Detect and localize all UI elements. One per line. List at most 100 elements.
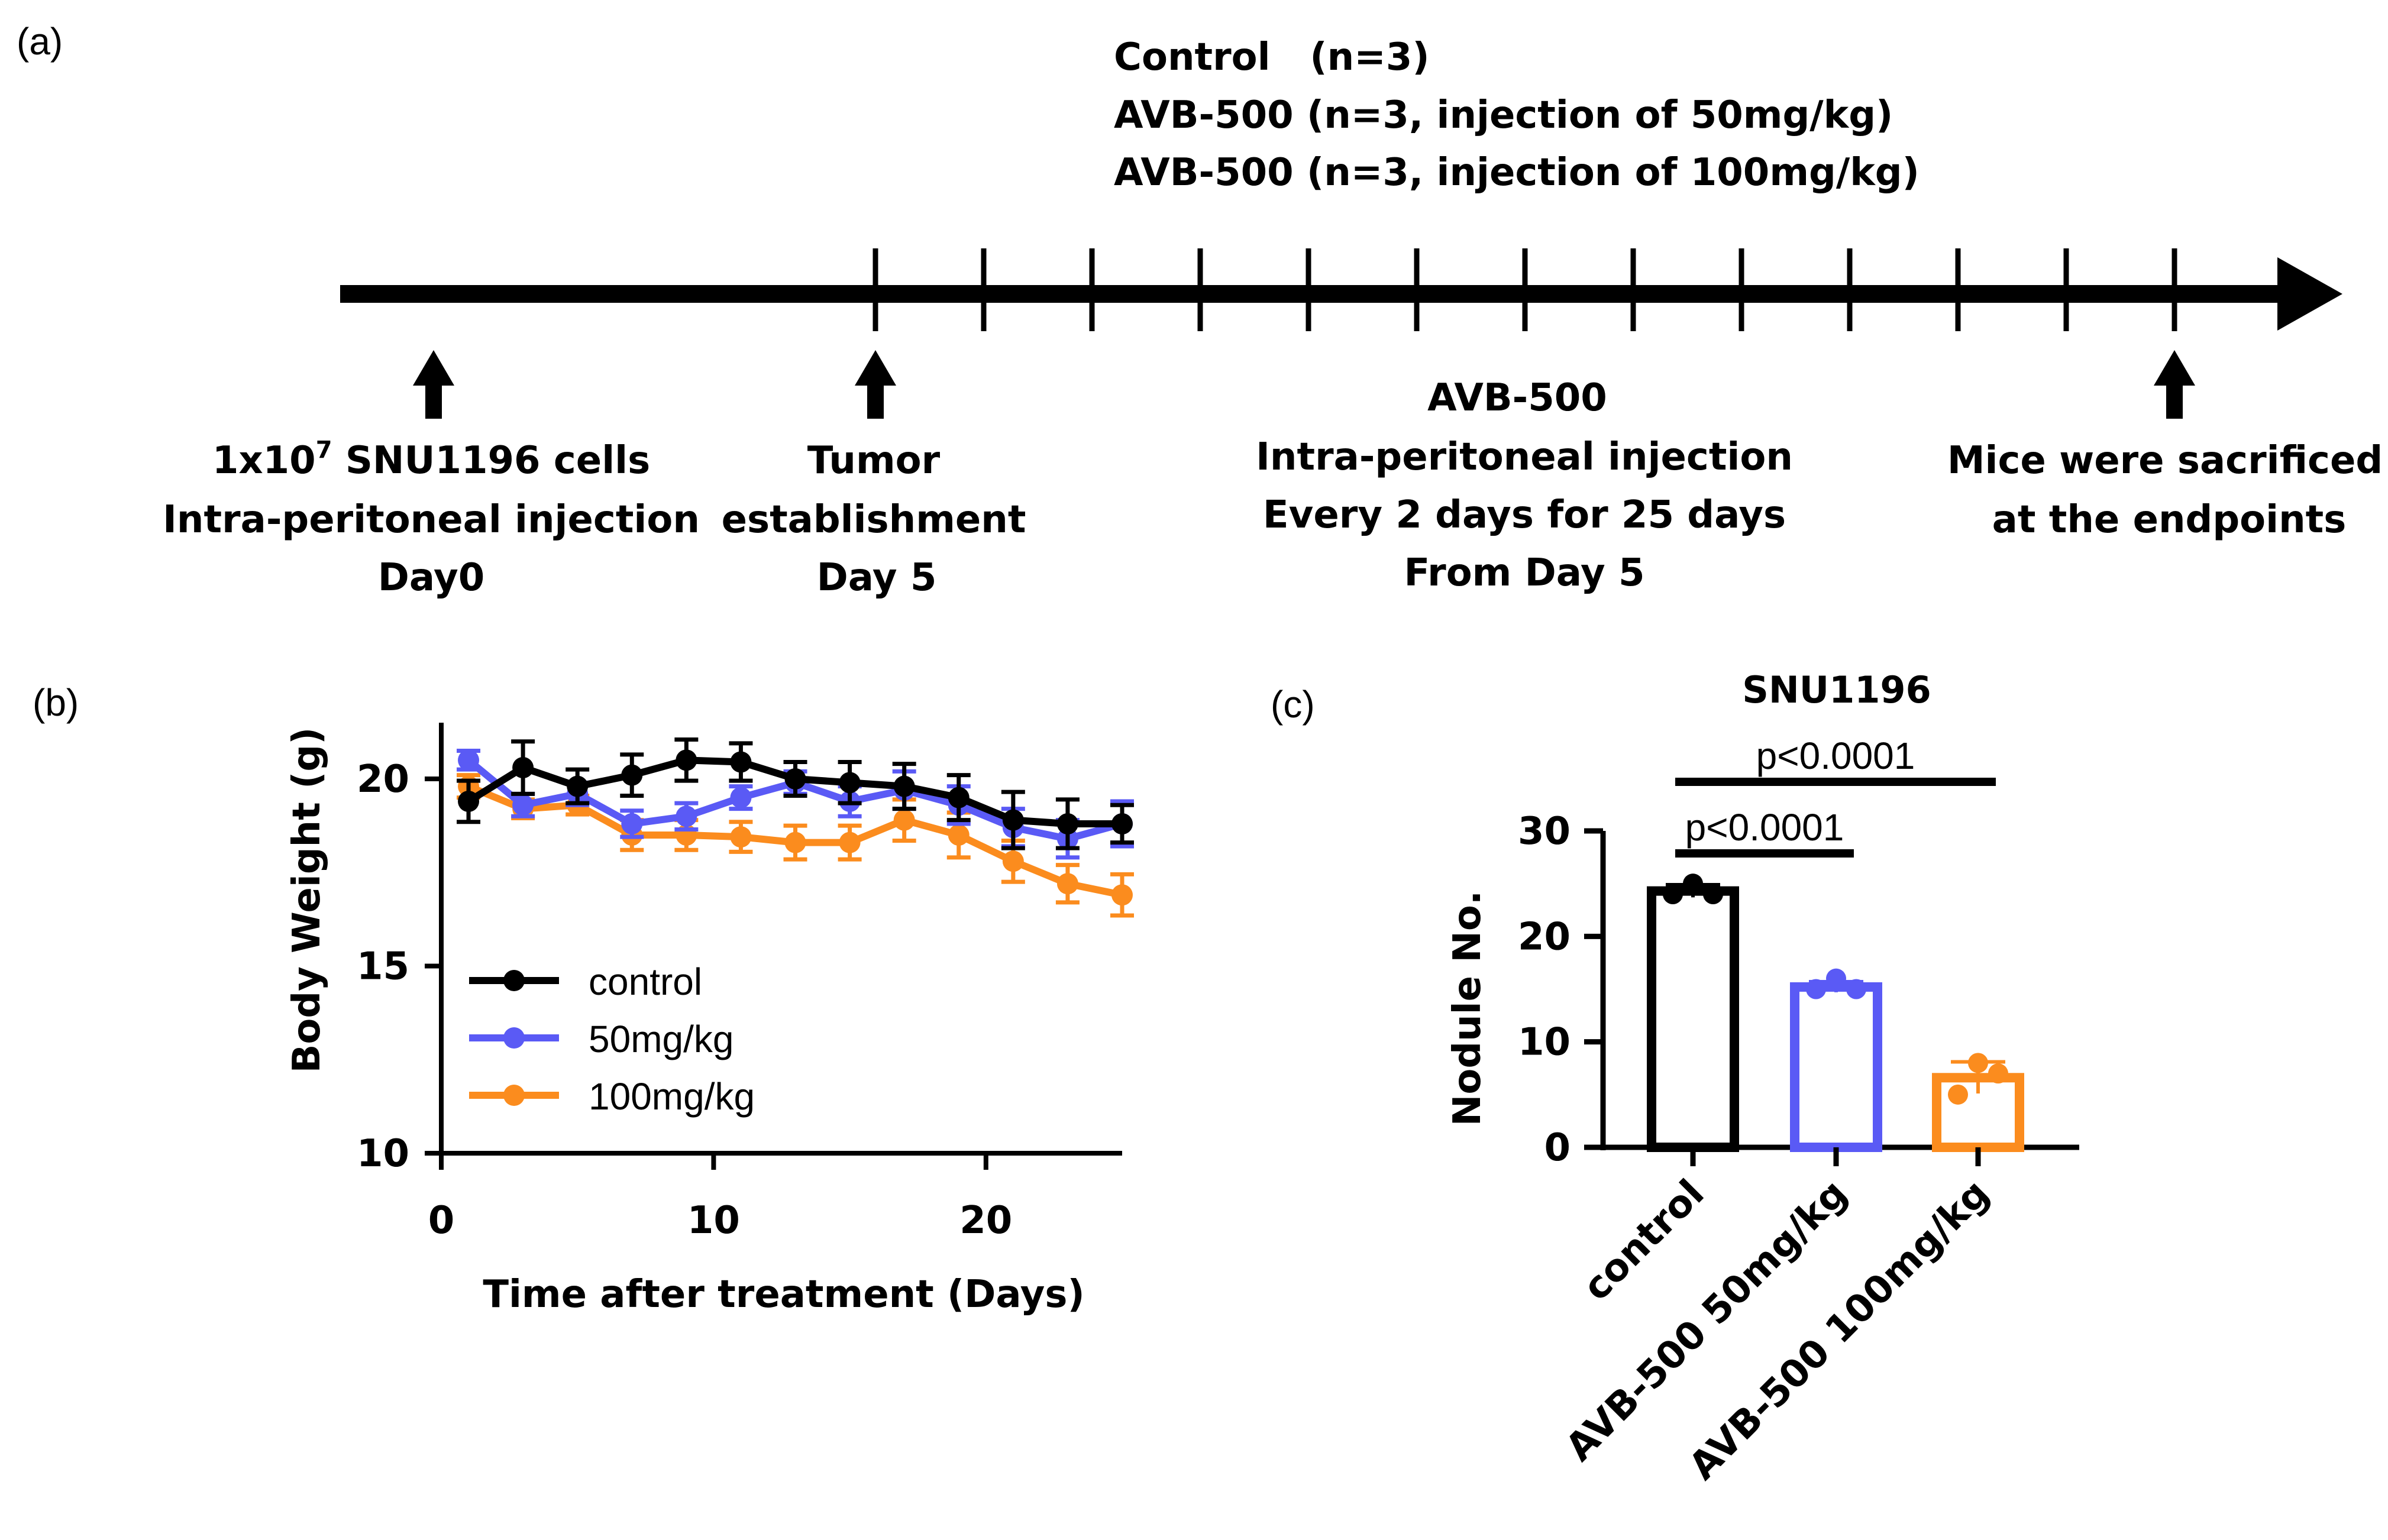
panel-label-a: (a) <box>17 20 63 63</box>
event-endpoint-line2: at the endpoints <box>1992 498 2347 542</box>
legend-label: 50mg/kg <box>589 1018 733 1060</box>
data-point <box>458 749 480 771</box>
x-tick-label: 0 <box>428 1199 455 1243</box>
event-day0-line2: Intra-peritoneal injection <box>163 498 700 542</box>
data-point <box>1948 1084 1968 1105</box>
data-point <box>1056 813 1078 834</box>
y-tick-label: 0 <box>1544 1126 1571 1170</box>
significance-label: p<0.0001 <box>1756 735 1915 777</box>
body-weight-plot: 10 15 20 0 10 20 control 50mg/kg 100mg/kg <box>357 723 1134 1243</box>
significance-bracket: p<0.0001 <box>1675 806 1854 858</box>
nodule-y-label: Nodule No. <box>1446 891 1489 1126</box>
x-tick-label: AVB-500 100mg/kg <box>1681 1172 1998 1489</box>
legend-marker <box>503 1027 525 1049</box>
data-point <box>893 809 915 831</box>
legend-label: 100mg/kg <box>589 1075 755 1118</box>
y-tick-label: 10 <box>357 1132 409 1176</box>
nodule-chart: SNU1196 Nodule No. 0 10 20 30 controlAVB-500… <box>1446 668 2079 1489</box>
event-arrow-day5 <box>855 350 896 419</box>
treatment-description: AVB-500 Intra-peritoneal injection Every… <box>1256 376 1793 595</box>
data-point <box>1846 979 1866 999</box>
x-tick-label: control <box>1575 1172 1712 1309</box>
panel-label-b: (b) <box>33 681 79 724</box>
up-arrow-icon <box>2154 350 2195 419</box>
data-point <box>730 787 752 808</box>
data-point <box>1056 873 1078 895</box>
bar-group <box>1647 873 1739 1153</box>
event-endpoint-line1: Mice were sacrificed <box>1947 439 2383 483</box>
data-point <box>893 775 915 797</box>
data-point <box>1988 1063 2008 1084</box>
data-point <box>621 764 643 786</box>
data-point <box>512 794 534 816</box>
treatment-line1: AVB-500 <box>1427 376 1607 420</box>
x-tick-label: 20 <box>959 1199 1012 1243</box>
data-point <box>1111 884 1133 906</box>
event-day5-line2: establishment <box>722 498 1026 542</box>
data-point <box>1703 884 1723 904</box>
group-100mg: AVB-500 (n=3, injection of 100mg/kg) <box>1114 151 1920 195</box>
legend-marker <box>503 1085 525 1106</box>
data-point <box>1683 873 1703 894</box>
data-point <box>730 826 752 848</box>
up-arrow-icon <box>413 350 454 419</box>
y-tick-label: 15 <box>357 945 409 989</box>
event-day0-line1: 1x107 SNU1196 cells <box>212 436 650 483</box>
data-point <box>839 832 861 853</box>
data-point <box>784 768 806 790</box>
event-endpoint: Mice were sacrificed at the endpoints <box>1947 439 2383 542</box>
timeline-panel: Control (n=3) AVB-500 (n=3, injection of… <box>163 35 2383 600</box>
data-point <box>948 824 970 846</box>
group-list: Control (n=3) AVB-500 (n=3, injection of… <box>1114 35 1920 195</box>
panel-label-c: (c) <box>1271 683 1315 726</box>
y-tick-label: 20 <box>357 758 409 801</box>
data-point <box>1002 809 1024 831</box>
data-point <box>512 757 534 779</box>
data-point <box>567 775 589 797</box>
data-point <box>839 772 861 794</box>
data-point <box>1806 979 1826 999</box>
timeline-arrowhead <box>2277 257 2342 331</box>
data-point <box>1111 813 1133 834</box>
event-arrow-day0 <box>413 350 454 419</box>
event-day5-line1: Tumor <box>807 439 941 483</box>
event-day5-line3: Day 5 <box>817 556 937 600</box>
x-tick-label: AVB-500 50mg/kg <box>1557 1172 1856 1470</box>
significance-label: p<0.0001 <box>1685 806 1844 849</box>
event-arrow-endpoint <box>2154 350 2195 419</box>
group-control: Control (n=3) <box>1114 35 1430 79</box>
group-50mg: AVB-500 (n=3, injection of 50mg/kg) <box>1114 93 1893 137</box>
bar <box>1647 886 1739 1153</box>
event-day0-line3: Day0 <box>378 556 485 600</box>
timeline-ticks <box>873 248 2177 331</box>
event-day5: Tumor establishment Day 5 <box>722 439 1026 600</box>
data-point <box>676 749 697 771</box>
nodule-chart-title: SNU1196 <box>1742 668 1931 711</box>
data-point <box>948 787 970 808</box>
data-point <box>784 832 806 853</box>
series-control <box>457 737 1134 850</box>
y-tick-label: 20 <box>1518 915 1571 959</box>
bar <box>1790 982 1882 1153</box>
timeline-axis <box>340 248 2342 331</box>
event-day0: 1x107 SNU1196 cells Intra-peritoneal inj… <box>163 436 700 600</box>
significance-bracket: p<0.0001 <box>1675 735 1996 786</box>
treatment-line3: Every 2 days for 25 days <box>1263 493 1786 537</box>
treatment-line2: Intra-peritoneal injection <box>1256 435 1793 479</box>
data-point <box>1663 884 1683 904</box>
y-tick-label: 10 <box>1518 1021 1571 1065</box>
bar-group <box>1932 1053 2024 1153</box>
data-point <box>676 805 697 827</box>
body-weight-x-label: Time after treatment (Days) <box>483 1273 1084 1316</box>
bar-group <box>1790 968 1882 1153</box>
x-tick-label: 10 <box>687 1199 740 1243</box>
legend-marker <box>503 970 525 991</box>
treatment-line4: From Day 5 <box>1404 551 1645 595</box>
data-point <box>1968 1053 1988 1073</box>
data-point <box>1826 968 1846 989</box>
up-arrow-icon <box>855 350 896 419</box>
legend: control 50mg/kg 100mg/kg <box>469 960 755 1118</box>
body-weight-y-label: Body Weight (g) <box>285 727 329 1073</box>
